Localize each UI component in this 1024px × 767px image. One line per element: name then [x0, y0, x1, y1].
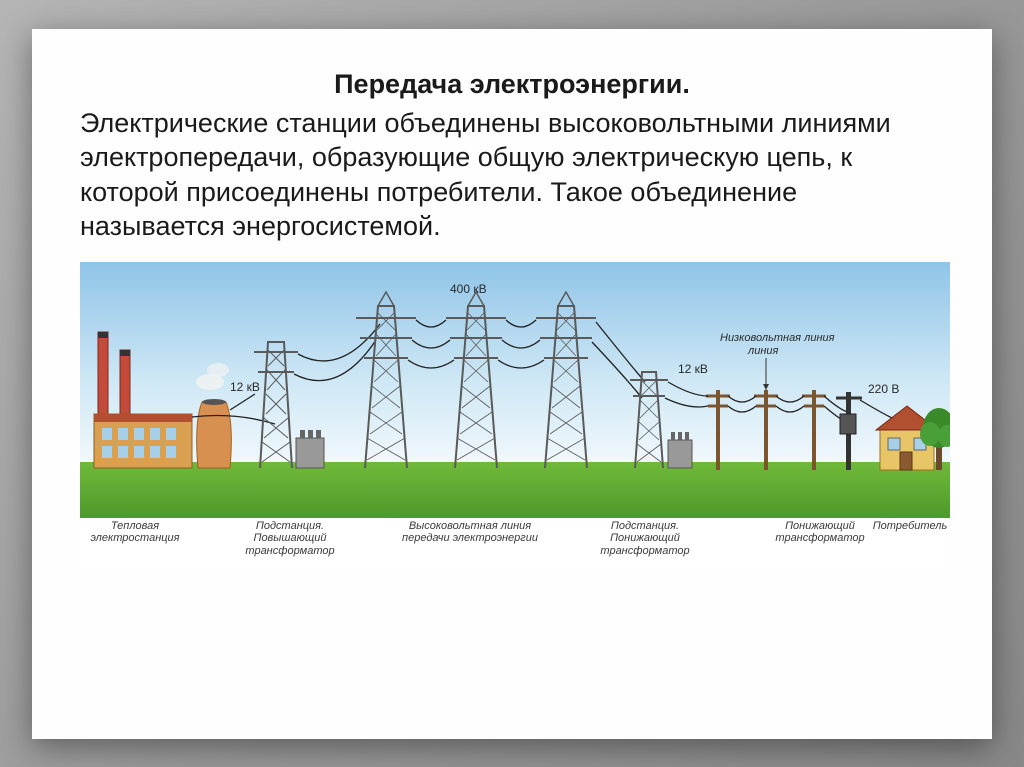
label-step-down2: Понижающий трансформатор — [760, 520, 880, 545]
slide-title: Передача электроэнергии. — [80, 69, 944, 100]
label-step-up: Подстанция. Повышающий трансформатор — [230, 520, 350, 558]
hv-tower-2-icon — [446, 292, 506, 468]
label-plant: Тепловая электростанция — [80, 520, 195, 545]
lv-pole-2-icon — [754, 390, 778, 470]
power-plant-icon — [94, 332, 231, 468]
label-hv-line: Высоковольтная линия передачи электроэне… — [390, 520, 550, 545]
power-transmission-diagram: 12 кВ 400 кВ 12 кВ 220 В Низковольтная л… — [80, 262, 950, 572]
pole-transformer-icon — [836, 392, 862, 470]
step-up-transformer-icon — [254, 342, 324, 468]
scene-svg — [80, 262, 950, 518]
label-step-down: Подстанция. Понижающий трансформатор — [585, 520, 705, 558]
step-down-transformer-icon — [630, 372, 692, 468]
lv-pole-3-icon — [802, 390, 826, 470]
label-consumer: Потребитель — [870, 520, 950, 533]
slide: Передача электроэнергии. Электрические с… — [32, 29, 992, 739]
hv-tower-3-icon — [536, 292, 596, 468]
lv-pole-1-icon — [706, 390, 730, 470]
hv-tower-1-icon — [356, 292, 416, 468]
slide-body: Электрические станции объединены высоков… — [80, 106, 944, 244]
